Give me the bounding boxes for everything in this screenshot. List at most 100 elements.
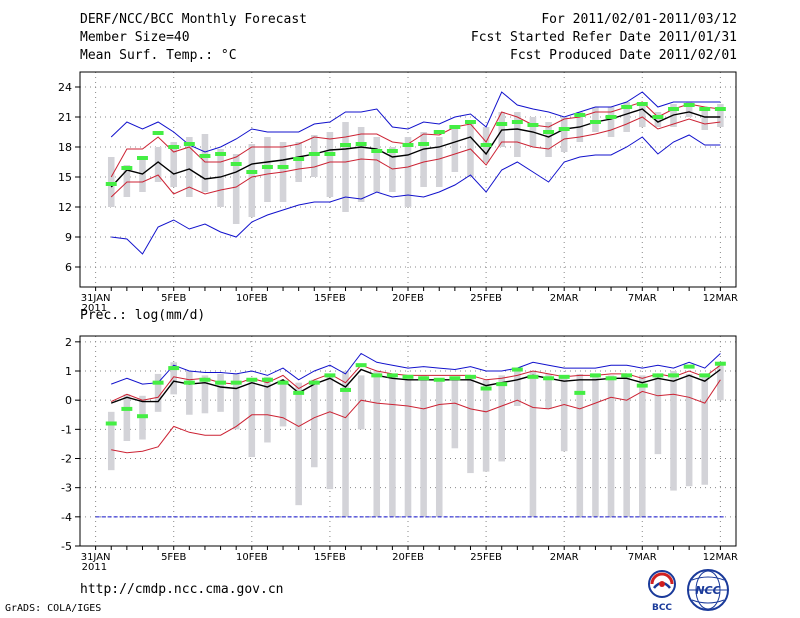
p1-xtick-label: 25FEB	[470, 293, 502, 304]
p1-observed-marker	[152, 131, 164, 135]
p1-observed-marker	[402, 143, 414, 147]
produced-date: Fcst Produced Date 2011/02/01	[510, 48, 737, 63]
p2-spread-box	[295, 382, 302, 506]
p2-observed-marker	[137, 414, 148, 419]
p1-spread-box	[717, 104, 724, 127]
p1-observed-marker	[308, 152, 320, 156]
p2-spread-box	[701, 376, 709, 485]
panel1-title: Mean Surf. Temp.: °C	[80, 48, 237, 63]
p1-observed-marker	[137, 156, 148, 160]
p2-observed-marker	[261, 377, 273, 382]
p2-observed-marker	[308, 380, 320, 385]
p2-observed-marker	[543, 376, 555, 381]
p1-spread-box	[264, 137, 271, 202]
p1-spread-box	[592, 107, 599, 132]
p1-observed-marker	[199, 154, 211, 158]
p1-observed-marker	[527, 123, 539, 127]
p2-observed-marker	[574, 390, 586, 395]
forecast-title: DERF/NCC/BCC Monthly Forecast	[80, 12, 307, 27]
p1-series-ensemble-min	[111, 134, 721, 255]
p2-spread-box	[435, 379, 443, 517]
p2-spread-box	[529, 371, 537, 517]
p2-ytick-label: -4	[61, 511, 72, 524]
p1-xtick-label: 15FEB	[314, 293, 346, 304]
p1-spread-box	[451, 127, 459, 172]
p1-observed-marker	[574, 113, 586, 117]
p2-observed-marker	[605, 376, 617, 381]
p2-spread-box	[279, 379, 287, 427]
p2-observed-marker	[465, 374, 476, 379]
p1-observed-marker	[621, 105, 633, 109]
p2-series-mean-sd	[111, 379, 721, 454]
p2-observed-marker	[496, 382, 508, 387]
p2-spread-box	[545, 373, 552, 409]
p2-observed-marker	[449, 376, 461, 381]
p1-observed-marker	[636, 102, 648, 106]
p1-observed-marker	[230, 162, 242, 166]
p2-observed-marker	[105, 421, 117, 426]
p1-observed-marker	[215, 152, 227, 156]
bcc-logo-label: BCC	[652, 603, 672, 613]
p1-xtick-label: 12MAR	[703, 293, 738, 304]
p1-spread-box	[232, 154, 240, 224]
p2-spread-box	[170, 362, 177, 395]
p2-observed-marker	[402, 374, 414, 379]
p1-spread-box	[201, 134, 209, 192]
p2-observed-marker	[418, 376, 430, 381]
p1-observed-marker	[683, 103, 695, 107]
p1-observed-marker	[605, 115, 617, 119]
p2-spread-box	[576, 373, 584, 517]
p1-spread-box	[514, 112, 521, 157]
p2-ytick-label: 0	[65, 394, 72, 407]
p1-ytick-label: 24	[58, 81, 72, 94]
p1-spread-box	[342, 122, 349, 212]
p1-xtick-label: 10FEB	[236, 293, 268, 304]
p1-spread-box	[545, 122, 552, 157]
p1-ytick-label: 18	[58, 141, 72, 154]
p1-spread-box	[154, 147, 162, 182]
p2-observed-marker	[699, 373, 711, 378]
p1-observed-marker	[277, 165, 289, 169]
p1-observed-marker	[293, 157, 305, 161]
p1-ytick-label: 15	[58, 171, 72, 184]
refer-date: Fcst Started Refer Date 2011/01/31	[470, 30, 737, 45]
p2-spread-box	[685, 373, 693, 487]
p2-observed-marker	[152, 380, 164, 385]
p2-ytick-label: -2	[61, 453, 72, 466]
p1-xtick-label: 7MAR	[628, 293, 657, 304]
p1-observed-marker	[511, 120, 523, 124]
p2-xtick-label: 7MAR	[628, 552, 657, 563]
p1-spread-box	[420, 132, 427, 187]
p1-ytick-label: 12	[58, 201, 72, 214]
p2-observed-marker	[340, 387, 351, 392]
p2-observed-marker	[246, 377, 258, 382]
p2-spread-box	[264, 376, 271, 443]
p2-spread-box	[107, 411, 115, 471]
member-size: Member Size=40	[80, 30, 190, 45]
p2-xtick-label: 10FEB	[236, 552, 268, 563]
p1-observed-marker	[324, 152, 336, 156]
p2-observed-marker	[293, 390, 305, 395]
ncc-logo-label: NCC	[695, 584, 720, 597]
panel2-title: Prec.: log(mm/d)	[80, 308, 206, 323]
p2-spread-box	[467, 375, 474, 474]
p2-spread-box	[639, 375, 646, 517]
p1-ytick-label: 6	[65, 261, 72, 274]
p2-observed-marker	[589, 373, 601, 378]
p2-observed-marker	[558, 374, 570, 379]
p2-observed-marker	[183, 380, 195, 385]
p1-year-label: 2011	[82, 303, 107, 314]
p2-spread-box	[560, 375, 568, 452]
source-url[interactable]: http://cmdp.ncc.cma.gov.cn	[80, 582, 284, 597]
p2-spread-box	[389, 375, 396, 517]
p2-spread-box	[186, 371, 193, 415]
p2-xtick-label: 2MAR	[550, 552, 579, 563]
p2-observed-marker	[371, 373, 383, 378]
p2-spread-box	[201, 375, 209, 414]
p2-observed-marker	[668, 373, 679, 378]
p2-observed-marker	[277, 380, 289, 385]
p1-observed-marker	[543, 130, 555, 134]
p1-xtick-label: 20FEB	[392, 293, 424, 304]
p2-ytick-label: -1	[61, 423, 72, 436]
p1-xtick-label: 5FEB	[161, 293, 186, 304]
